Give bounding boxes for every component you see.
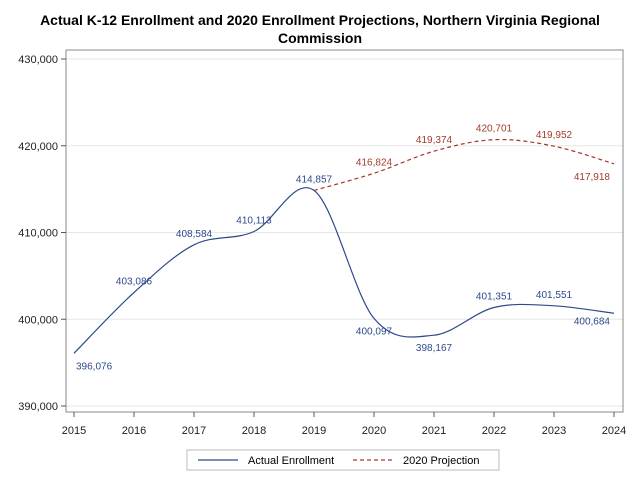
data-label: 417,918 xyxy=(574,172,611,183)
y-tick-label: 390,000 xyxy=(18,401,58,413)
data-label: 419,374 xyxy=(416,135,453,146)
x-tick-label: 2017 xyxy=(182,425,206,437)
x-tick-label: 2024 xyxy=(602,425,626,437)
legend-box xyxy=(186,449,500,471)
y-tick-label: 410,000 xyxy=(18,228,58,240)
chart-title: Actual K-12 Enrollment and 2020 Enrollme… xyxy=(40,12,600,46)
x-tick-label: 2023 xyxy=(542,425,566,437)
x-axis: 2015 2016 2017 2018 2019 2020 2021 2022 2023 2024 xyxy=(62,412,626,437)
data-label: 403,086 xyxy=(116,276,153,287)
x-tick-label: 2019 xyxy=(302,425,326,437)
data-label: 419,952 xyxy=(536,130,573,141)
data-label: 400,684 xyxy=(574,316,611,327)
x-tick-label: 2015 xyxy=(62,425,86,437)
data-labels: 396,076 403,086 408,584 410,113 414,857 400,0… xyxy=(76,124,610,373)
plot-frame xyxy=(65,49,624,413)
chart-title-line: Commission xyxy=(278,30,362,46)
y-axis: 390,000 400,000 410,000 420,000 430,000 xyxy=(18,54,66,413)
x-tick-label: 2018 xyxy=(242,425,266,437)
y-tick-label: 430,000 xyxy=(18,54,58,66)
actual-enrollment-line xyxy=(73,187,615,354)
y-tick-label: 420,000 xyxy=(18,141,58,153)
data-label: 400,097 xyxy=(356,326,393,337)
legend-label: Actual Enrollment xyxy=(248,455,334,467)
series-lines xyxy=(73,138,615,354)
legend: Actual Enrollment 2020 Projection xyxy=(186,449,500,471)
data-label: 414,857 xyxy=(296,174,333,185)
data-label: 408,584 xyxy=(176,229,213,240)
x-tick-label: 2022 xyxy=(482,425,506,437)
x-tick-label: 2021 xyxy=(422,425,446,437)
chart-title-line: Actual K-12 Enrollment and 2020 Enrollme… xyxy=(40,12,600,28)
x-tick-label: 2020 xyxy=(362,425,386,437)
gridlines xyxy=(66,58,623,407)
data-label: 420,701 xyxy=(476,124,513,135)
legend-label: 2020 Projection xyxy=(403,455,479,467)
data-label: 401,551 xyxy=(536,290,573,301)
projection-line xyxy=(313,138,615,191)
data-label: 398,167 xyxy=(416,343,453,354)
x-tick-label: 2016 xyxy=(122,425,146,437)
data-label: 401,351 xyxy=(476,292,513,303)
data-label: 416,824 xyxy=(356,157,393,168)
data-label: 396,076 xyxy=(76,361,113,372)
y-tick-label: 400,000 xyxy=(18,314,58,326)
data-label: 410,113 xyxy=(236,216,272,227)
